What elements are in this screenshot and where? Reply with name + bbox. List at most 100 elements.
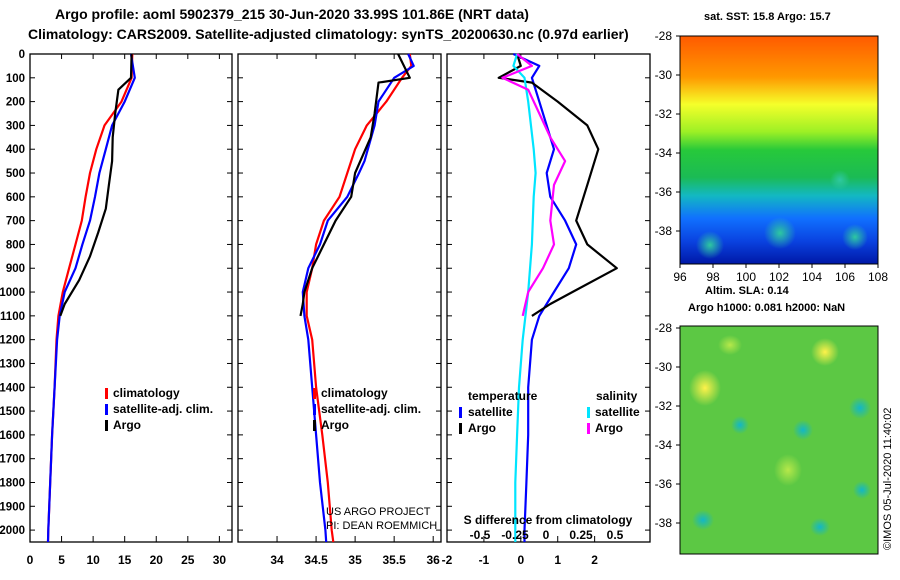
series-argo — [59, 53, 133, 317]
legend-marker — [459, 423, 462, 434]
sla-map-low — [731, 416, 749, 434]
sla-map-high — [774, 454, 802, 486]
map-y-tick-label: -38 — [655, 516, 673, 530]
map-x-tick-label: 104 — [802, 270, 822, 284]
legend-marker — [105, 404, 108, 415]
x-tick-label: 0 — [517, 553, 524, 567]
legend-marker — [105, 388, 108, 399]
sst-map-eddy — [764, 217, 796, 249]
x-tick-label: -2 — [442, 553, 453, 567]
sla-map-frame — [679, 325, 879, 555]
depth-tick-label: 1200 — [0, 335, 25, 347]
legend-label: climatology — [321, 386, 388, 400]
plot-frame-2 — [237, 53, 442, 543]
x-tick-label: 5 — [58, 553, 65, 567]
depth-tick-label: 300 — [6, 120, 25, 132]
x-tick-label: 15 — [118, 553, 132, 567]
map-y-tick-label: -36 — [655, 185, 673, 199]
map-x-tick-label: 98 — [706, 270, 720, 284]
map-x-tick-label: 96 — [673, 270, 687, 284]
legend-heading-temperature: temperature — [468, 389, 538, 403]
legend-label: satellite — [595, 405, 640, 419]
sla-map-low — [793, 420, 813, 440]
depth-tick-label: 0 — [19, 49, 25, 61]
series-salinity-argo — [501, 53, 567, 317]
sla-map-low — [849, 397, 871, 419]
map-y-tick-label: -36 — [655, 477, 673, 491]
series-climatology — [305, 53, 413, 543]
inner-tick-label: -0.25 — [501, 528, 529, 542]
depth-tick-label: 2000 — [0, 525, 25, 537]
map-y-tick-label: -32 — [655, 107, 673, 121]
series-argo — [299, 53, 411, 317]
map-x-tick-label: 100 — [736, 270, 756, 284]
depth-tick-label: 700 — [6, 216, 25, 228]
x-tick-label: 34 — [270, 553, 284, 567]
depth-tick-label: 1000 — [0, 287, 25, 299]
x-tick-label: 36 — [427, 553, 441, 567]
map-x-tick-label: 106 — [835, 270, 855, 284]
depth-tick-label: 1300 — [0, 358, 25, 370]
x-tick-label: 30 — [213, 553, 227, 567]
header-line-1: Argo profile: aoml 5902379_215 30-Jun-20… — [55, 6, 529, 22]
depth-tick-label: 1900 — [0, 501, 25, 513]
legend-label: climatology — [113, 386, 180, 400]
sla-map-subtitle: Argo h1000: 0.081 h2000: NaN — [688, 302, 846, 314]
map-y-tick-label: -30 — [655, 68, 673, 82]
sst-map-title: sat. SST: 15.8 Argo: 15.7 — [704, 11, 831, 23]
legend-label: Argo — [113, 418, 141, 432]
x-tick-label: 35 — [348, 553, 362, 567]
sla-map-high — [689, 370, 721, 406]
series-salinity-satellite — [512, 53, 537, 542]
depth-tick-label: 1100 — [0, 311, 25, 323]
header-line-2: Climatology: CARS2009. Satellite-adjuste… — [28, 26, 629, 42]
map-x-tick-label: 108 — [868, 270, 888, 284]
x-tick-label: 35.5 — [382, 553, 406, 567]
map-y-tick-label: -28 — [655, 29, 673, 43]
map-y-tick-label: -30 — [655, 360, 673, 374]
legend-marker — [459, 407, 462, 418]
depth-tick-label: 200 — [6, 97, 25, 109]
depth-tick-label: 1500 — [0, 406, 25, 418]
inner-tick-label: 0.25 — [569, 528, 593, 542]
legend-label: Argo — [595, 421, 623, 435]
legend-label: Argo — [468, 421, 496, 435]
depth-tick-label: 1400 — [0, 382, 25, 394]
inner-tick-label: 0 — [543, 528, 550, 542]
legend-marker — [587, 407, 590, 418]
legend-marker — [313, 420, 316, 431]
legend-heading-salinity: salinity — [596, 389, 638, 403]
depth-tick-label: 100 — [6, 73, 25, 85]
x-tick-label: 2 — [591, 553, 598, 567]
plot-frame-3 — [446, 53, 651, 543]
sla-map — [679, 325, 879, 555]
depth-tick-label: 1700 — [0, 454, 25, 466]
x-tick-label: 10 — [86, 553, 100, 567]
sst-map-eddy — [830, 170, 850, 190]
x-tick-label: -1 — [479, 553, 490, 567]
sst-map — [679, 35, 879, 265]
legend-label: satellite-adj. clim. — [113, 402, 213, 416]
inner-tick-label: 0.5 — [607, 528, 624, 542]
series-satellite-adj-clim- — [301, 53, 415, 543]
depth-tick-label: 800 — [6, 239, 25, 251]
legend-label: Argo — [321, 418, 349, 432]
depth-tick-label: 900 — [6, 263, 25, 275]
depth-tick-label: 400 — [6, 144, 25, 156]
depth-tick-label: 600 — [6, 192, 25, 204]
map-y-tick-label: -38 — [655, 224, 673, 238]
sst-map-eddy — [842, 224, 868, 250]
legend-marker — [313, 388, 316, 399]
x-tick-label: 34.5 — [304, 553, 328, 567]
legend-label: satellite-adj. clim. — [321, 402, 421, 416]
inner-axis-label: S difference from climatology — [464, 513, 633, 527]
sla-map-high — [811, 338, 839, 366]
project-label: US ARGO PROJECT — [326, 506, 431, 518]
pi-label: PI: DEAN ROEMMICH — [326, 520, 437, 532]
series-temperature-satellite — [512, 53, 578, 542]
depth-tick-label: 1800 — [0, 477, 25, 489]
sst-map-eddy — [696, 231, 724, 259]
legend-label: satellite — [468, 405, 513, 419]
map-y-tick-label: -28 — [655, 321, 673, 335]
